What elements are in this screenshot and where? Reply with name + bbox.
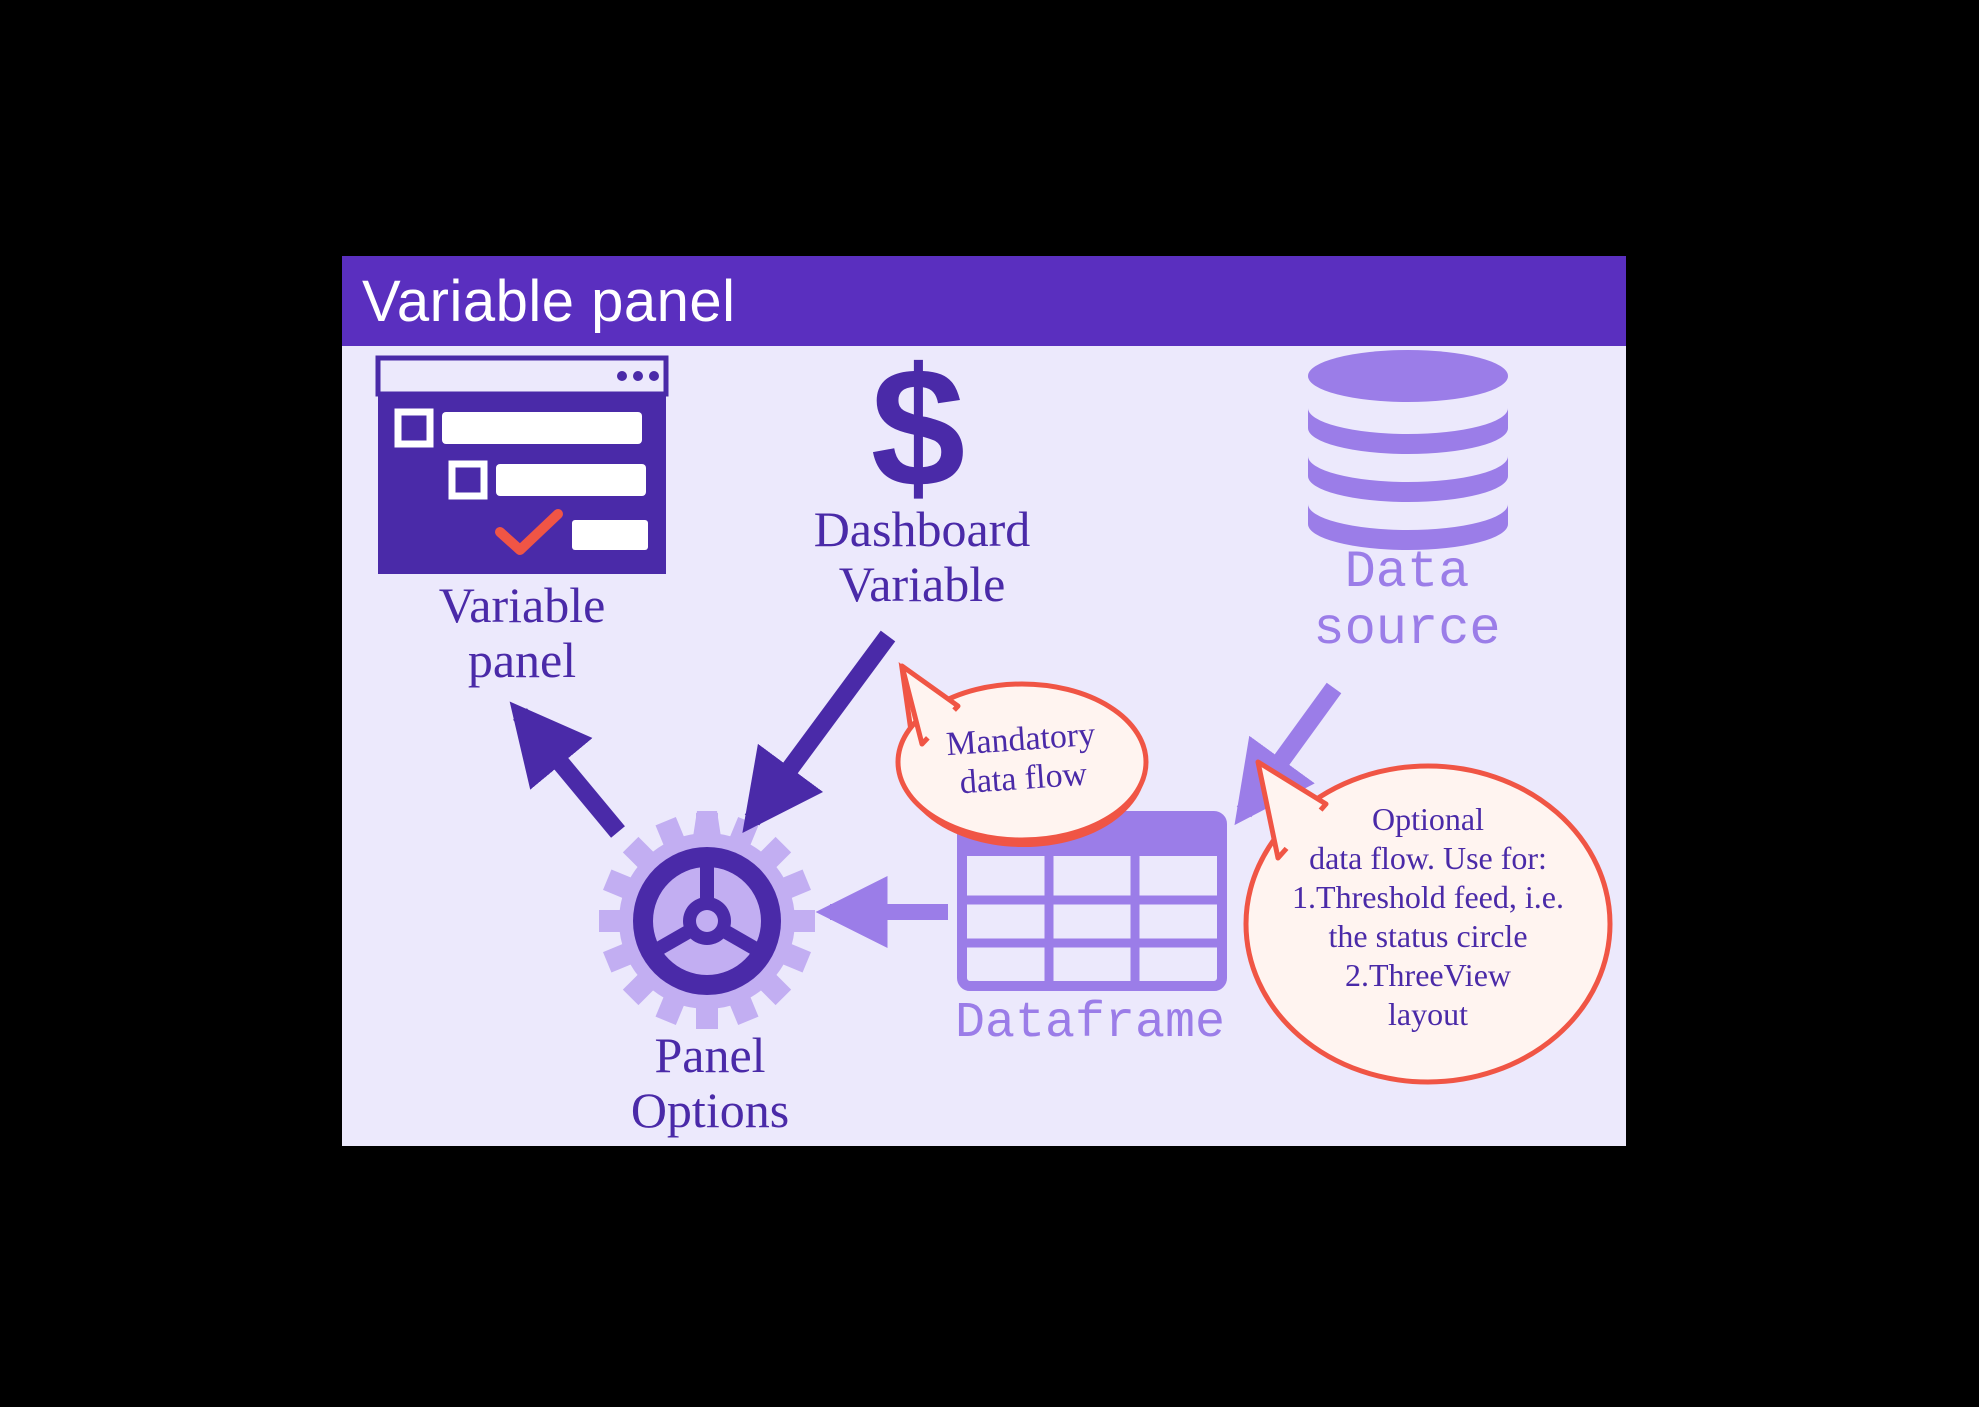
edge-panel-to-variable xyxy=(520,714,618,832)
diagram-canvas: $ xyxy=(342,346,1626,1146)
diagram-outer: Variable panel xyxy=(330,244,1638,1158)
gear-icon xyxy=(599,811,815,1029)
dashboard-variable-label: Dashboard Variable xyxy=(742,502,1102,612)
bubble-optional-text: Optional data flow. Use for: 1.Threshold… xyxy=(1258,800,1598,1034)
panel-options-label: Panel Options xyxy=(570,1028,850,1138)
variable-panel-icon xyxy=(378,358,666,574)
svg-text:$: $ xyxy=(871,346,966,523)
variable-panel-label: Variable panel xyxy=(372,578,672,688)
edge-dashboard-to-panel xyxy=(752,636,888,820)
diagram-titlebar: Variable panel xyxy=(342,256,1626,346)
database-icon xyxy=(1308,350,1508,550)
diagram-title: Variable panel xyxy=(362,268,736,335)
dollar-sign-icon: $ xyxy=(871,346,966,523)
diagram-frame: Variable panel xyxy=(342,256,1626,1146)
bubble-mandatory-text: Mandatory data flow xyxy=(912,713,1133,806)
dataframe-label: Dataframe xyxy=(910,996,1270,1051)
data-source-label: Data source xyxy=(1252,544,1562,658)
